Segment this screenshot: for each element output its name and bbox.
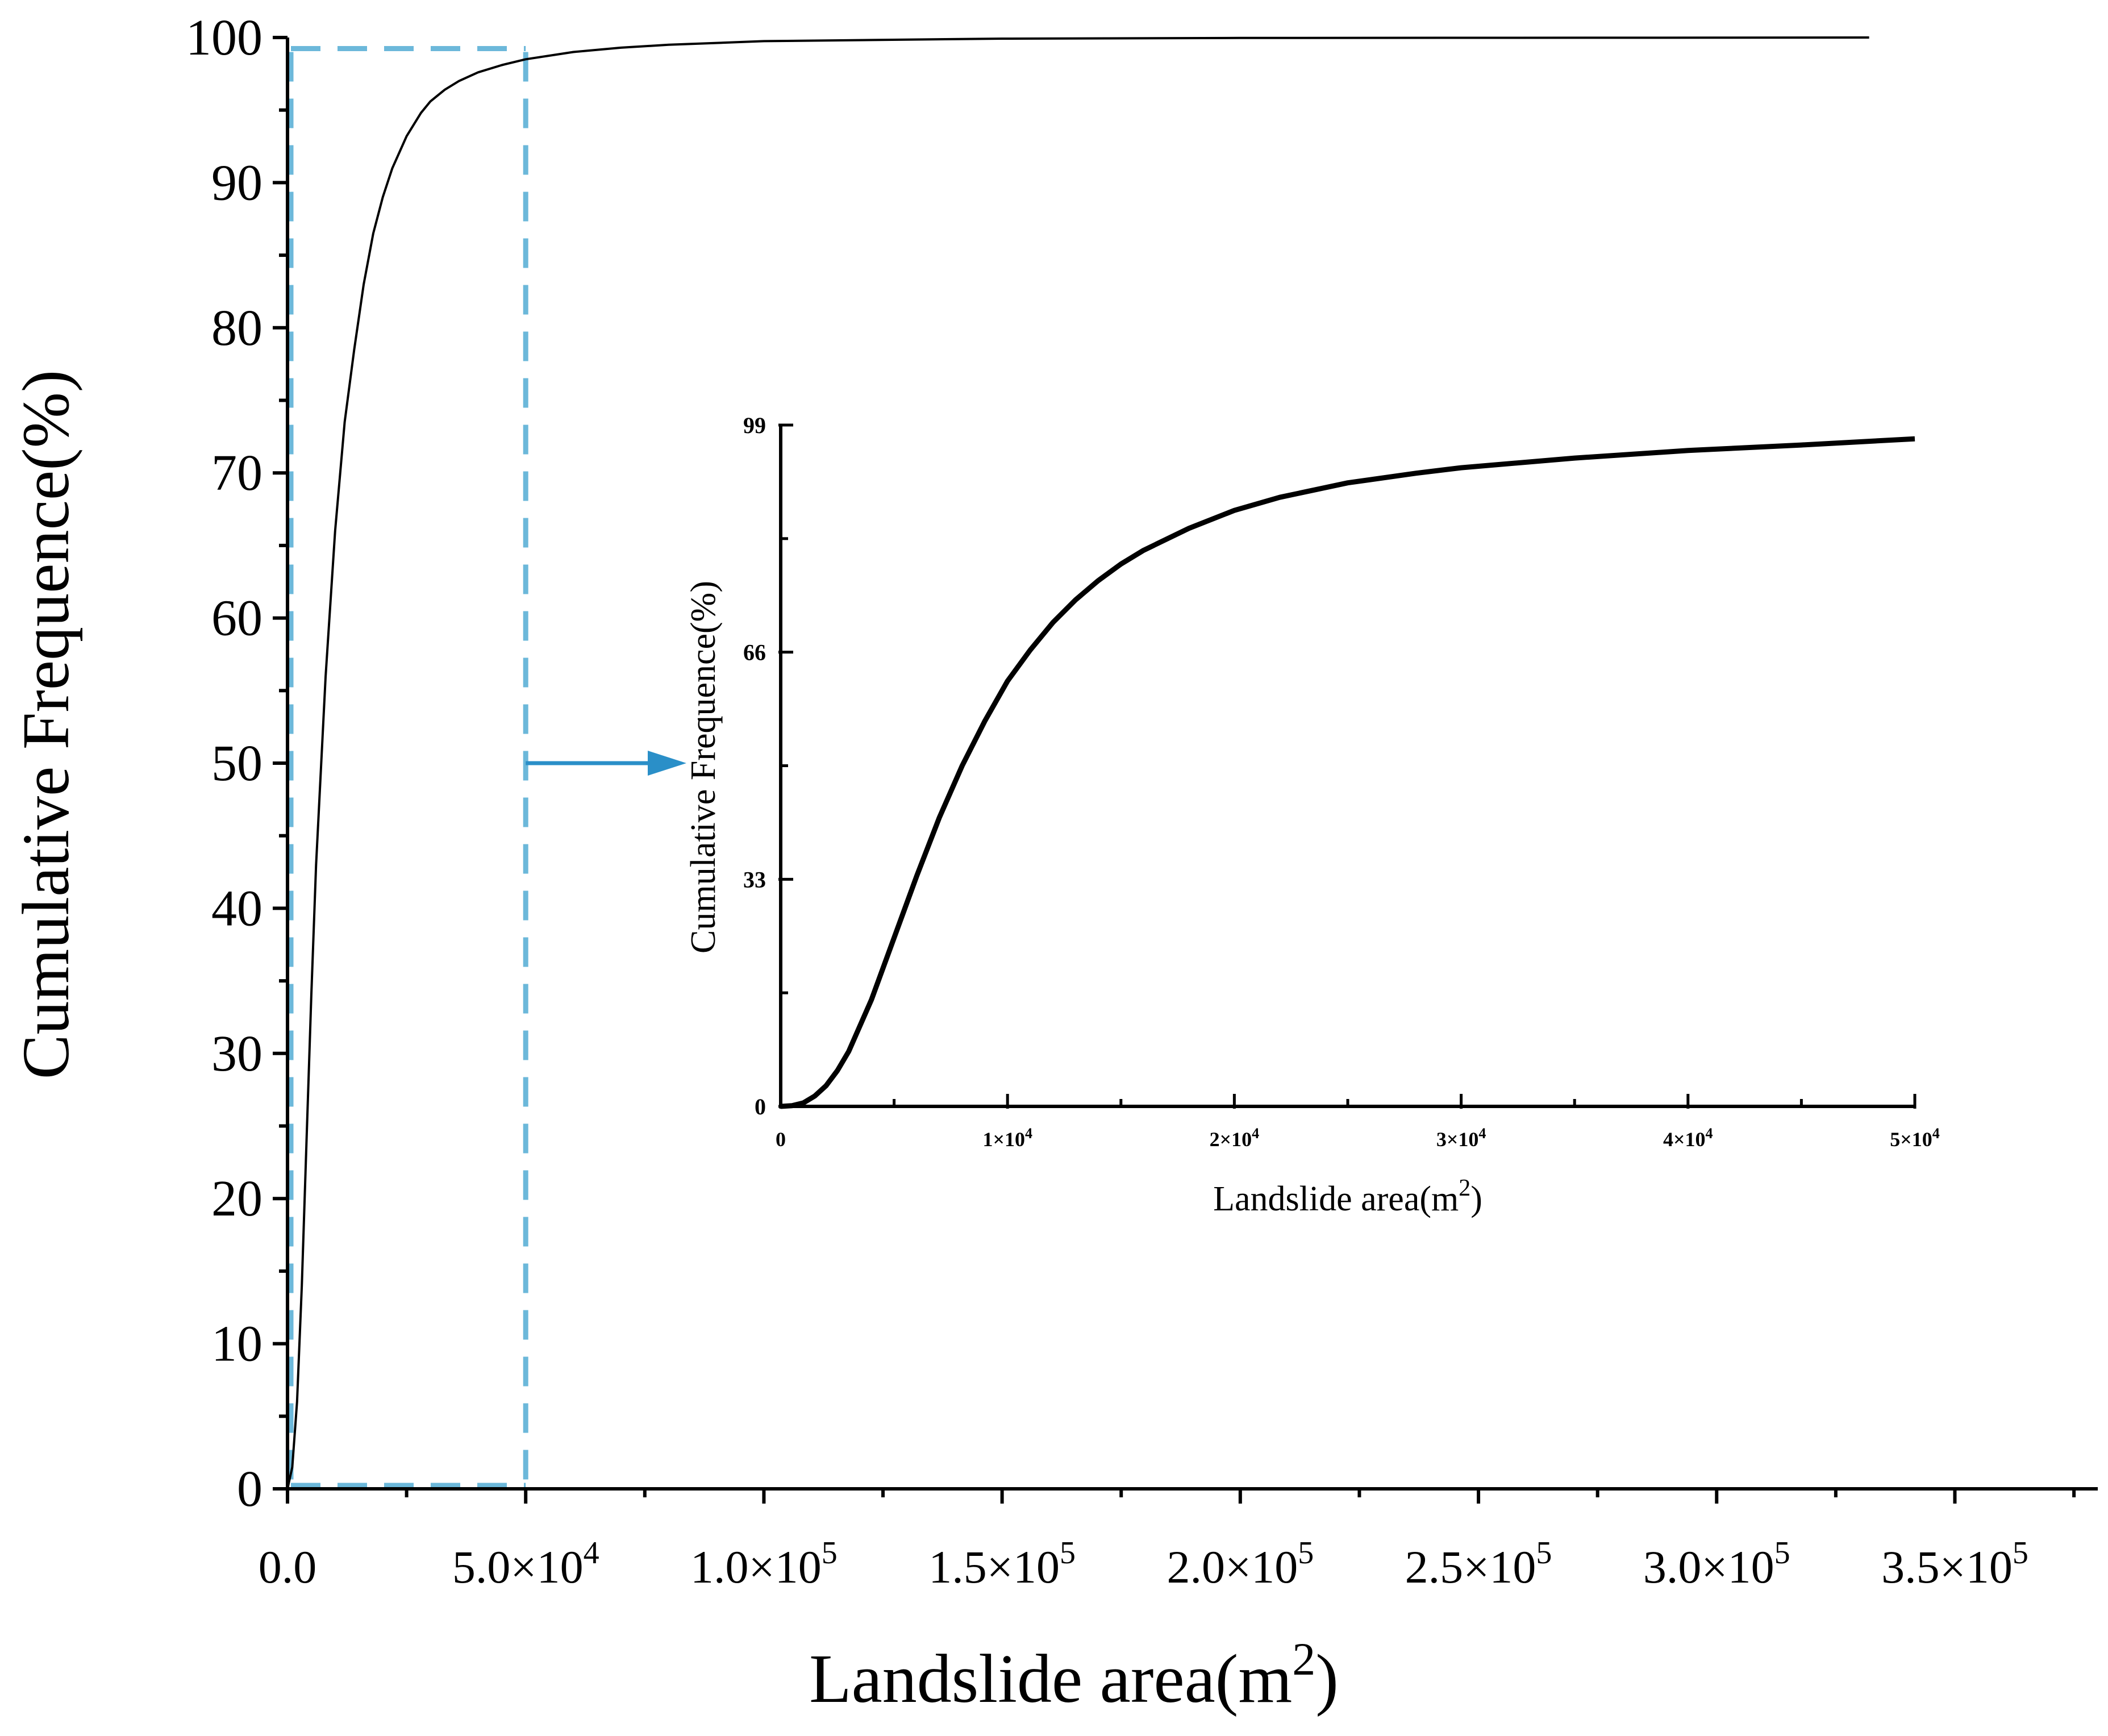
- main-y-ticks: 0 10 20 30 40 50 60 70 80 90 100: [186, 10, 288, 1517]
- main-plot: 0 10 20 30 40 50 60 70 80 90 100 0.0 5.0×104 1.0×105…: [9, 10, 2098, 1717]
- main-y-tick-label: 0: [237, 1461, 263, 1517]
- main-y-tick-label: 40: [211, 880, 263, 936]
- main-x-tick-label: 1.0×105: [690, 1535, 838, 1593]
- main-y-tick-label: 100: [186, 10, 263, 66]
- main-x-ticks: 0.0 5.0×104 1.0×105 1.5×105 2.0×105 2.5×105 3.…: [259, 1489, 2076, 1593]
- main-y-tick-label: 20: [211, 1171, 263, 1227]
- zoom-guide-lines: [288, 46, 528, 1489]
- main-x-axis-label: Landslide area(m2): [809, 1633, 1339, 1717]
- zoom-arrow: [526, 751, 686, 776]
- inset-x-tick-label: 4×104: [1663, 1125, 1713, 1151]
- inset-y-tick-label: 0: [755, 1094, 766, 1119]
- inset-cumulative-curve: [780, 436, 1915, 1109]
- main-x-tick-label: 3.5×105: [1881, 1535, 2028, 1593]
- inset-x-tick-label: 3×104: [1436, 1125, 1486, 1151]
- main-y-tick-label: 30: [211, 1026, 263, 1082]
- main-y-tick-label: 70: [211, 445, 263, 501]
- inset-x-tick-label: 5×104: [1890, 1125, 1940, 1151]
- arrow-head: [648, 751, 686, 776]
- inset-plot: 0 33 66 99 0 1×104 2×104 3×104 4×104 5×104 Cumul…: [684, 413, 1940, 1218]
- main-x-tick-label: 5.0×104: [452, 1535, 599, 1593]
- main-x-tick-label: 0.0: [259, 1541, 317, 1593]
- inset-x-ticks: 0 1×104 2×104 3×104 4×104 5×104: [776, 1094, 1940, 1151]
- inset-x-tick-label: 0: [776, 1128, 786, 1151]
- main-x-tick-label: 2.5×105: [1405, 1535, 1552, 1593]
- main-x-tick-label: 3.0×105: [1643, 1535, 1790, 1593]
- main-x-tick-label: 2.0×105: [1167, 1535, 1314, 1593]
- main-x-tick-label: 1.5×105: [928, 1535, 1076, 1593]
- inset-x-tick-label: 1×104: [982, 1125, 1032, 1151]
- inset-x-tick-label: 2×104: [1210, 1125, 1260, 1151]
- inset-y-axis-label: Cumulative Frequence(%): [684, 581, 723, 954]
- inset-x-axis-label: Landslide area(m2): [1213, 1175, 1482, 1218]
- main-cumulative-curve: [286, 36, 1869, 1489]
- inset-y-tick-label: 99: [743, 413, 766, 438]
- inset-y-ticks: 0 33 66 99: [743, 413, 793, 1119]
- main-y-tick-label: 90: [211, 155, 263, 211]
- main-y-tick-label: 50: [211, 735, 263, 792]
- main-y-axis-label: Cumulative Frequence(%): [9, 370, 83, 1079]
- inset-y-tick-label: 33: [743, 867, 766, 892]
- main-y-tick-label: 80: [211, 300, 263, 356]
- inset-y-tick-label: 66: [743, 640, 766, 665]
- main-y-tick-label: 10: [211, 1316, 263, 1372]
- main-y-tick-label: 60: [211, 590, 263, 647]
